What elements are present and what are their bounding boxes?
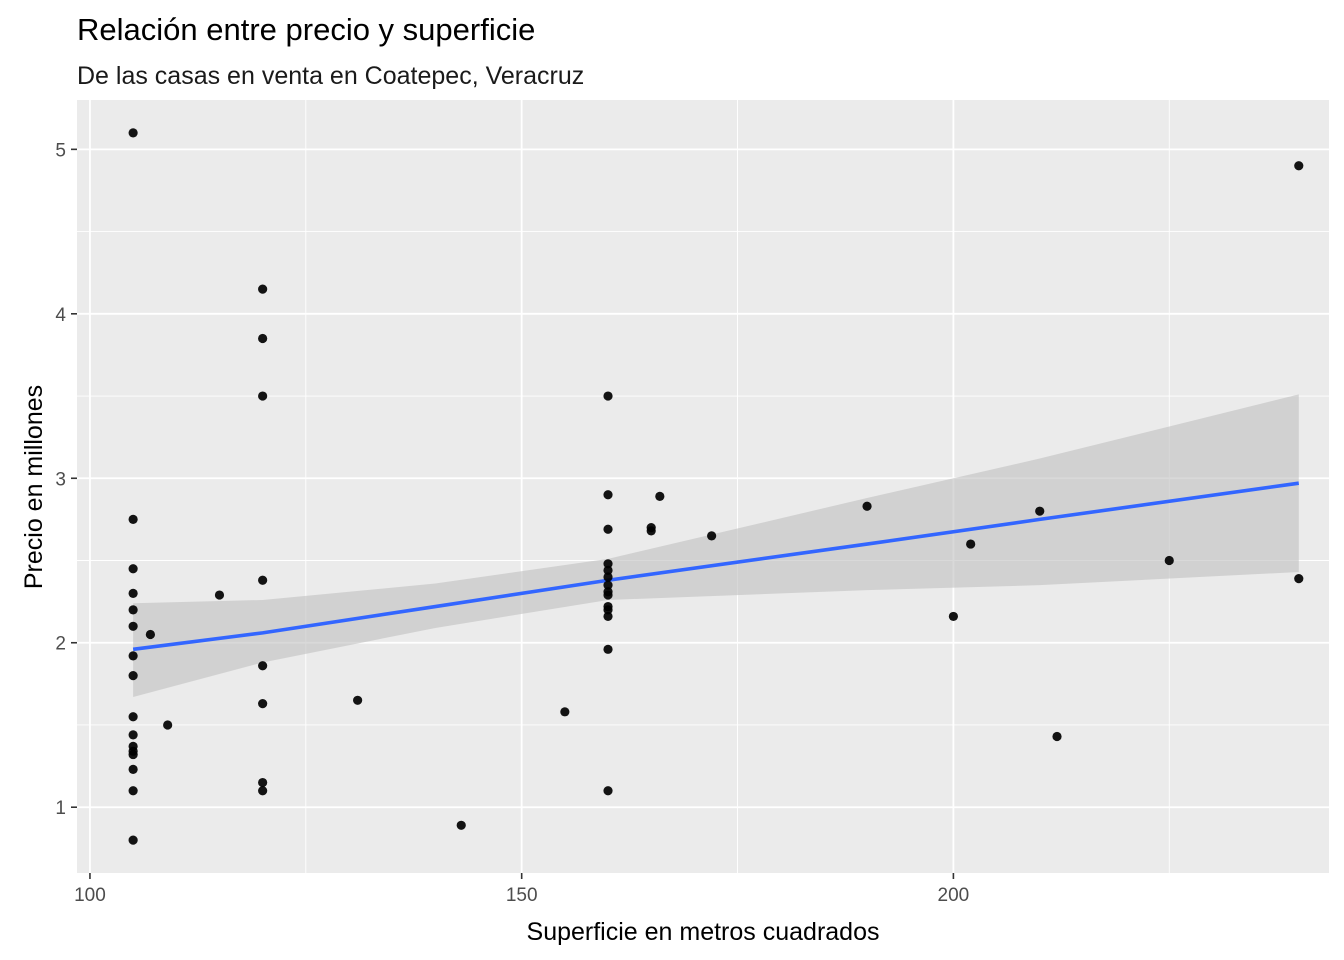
data-point	[603, 786, 613, 796]
data-point	[966, 539, 976, 549]
data-point	[128, 671, 138, 681]
y-tick-label: 2	[55, 634, 66, 655]
data-point	[707, 531, 717, 541]
data-point	[128, 621, 138, 631]
y-tick-label: 5	[55, 140, 66, 161]
y-tick-label: 4	[55, 305, 66, 326]
data-point	[1052, 731, 1062, 742]
data-point	[258, 333, 268, 344]
chart-subtitle: De las casas en venta en Coatepec, Verac…	[77, 62, 584, 90]
data-point	[258, 575, 268, 585]
data-point	[128, 651, 138, 661]
data-point	[1164, 555, 1174, 566]
data-point	[456, 820, 466, 830]
data-point	[603, 490, 613, 500]
data-point	[128, 749, 138, 760]
data-point	[145, 629, 155, 640]
data-point	[655, 491, 665, 501]
data-point	[258, 786, 268, 796]
data-points	[128, 128, 1304, 845]
data-point	[163, 720, 173, 730]
data-point	[948, 611, 959, 622]
data-point	[603, 590, 613, 600]
data-point	[646, 526, 656, 536]
x-tick-label: 150	[506, 885, 538, 906]
data-point	[603, 559, 613, 569]
x-axis-title: Superficie en metros cuadrados	[527, 918, 880, 946]
data-point	[258, 698, 268, 709]
data-point	[128, 588, 138, 599]
y-tick-label: 3	[55, 469, 66, 490]
y-tick-label: 1	[55, 798, 66, 819]
data-point	[603, 605, 613, 615]
data-point	[1294, 161, 1304, 171]
chart-title: Relación entre precio y superficie	[77, 12, 535, 47]
data-point	[214, 590, 225, 600]
data-point	[128, 605, 138, 615]
data-point	[128, 128, 138, 138]
data-point	[560, 707, 570, 717]
data-point	[128, 764, 138, 774]
data-point	[258, 284, 268, 294]
data-point	[603, 391, 613, 401]
x-tick-label: 200	[938, 885, 970, 906]
data-point	[128, 514, 138, 524]
data-point	[603, 611, 613, 622]
data-point	[258, 777, 268, 788]
data-point	[603, 572, 613, 582]
data-point	[1035, 506, 1045, 516]
data-point	[128, 730, 138, 740]
confidence-band	[133, 394, 1299, 698]
x-tick-label: 100	[74, 885, 106, 906]
data-point	[353, 695, 363, 705]
data-point	[603, 644, 613, 654]
data-point	[128, 786, 138, 796]
data-point	[128, 564, 138, 574]
data-point	[603, 565, 613, 575]
data-point	[128, 712, 138, 722]
data-point	[862, 501, 872, 511]
y-axis-title: Precio en millones	[20, 385, 48, 589]
data-point	[128, 835, 138, 845]
data-point	[1294, 574, 1304, 584]
data-point	[258, 391, 268, 401]
confidence-band-layer	[133, 394, 1299, 698]
data-point	[258, 661, 268, 671]
axes: 100 150 200 1 2 3 4 5	[55, 140, 969, 906]
data-point	[603, 524, 613, 534]
data-point	[603, 580, 613, 590]
